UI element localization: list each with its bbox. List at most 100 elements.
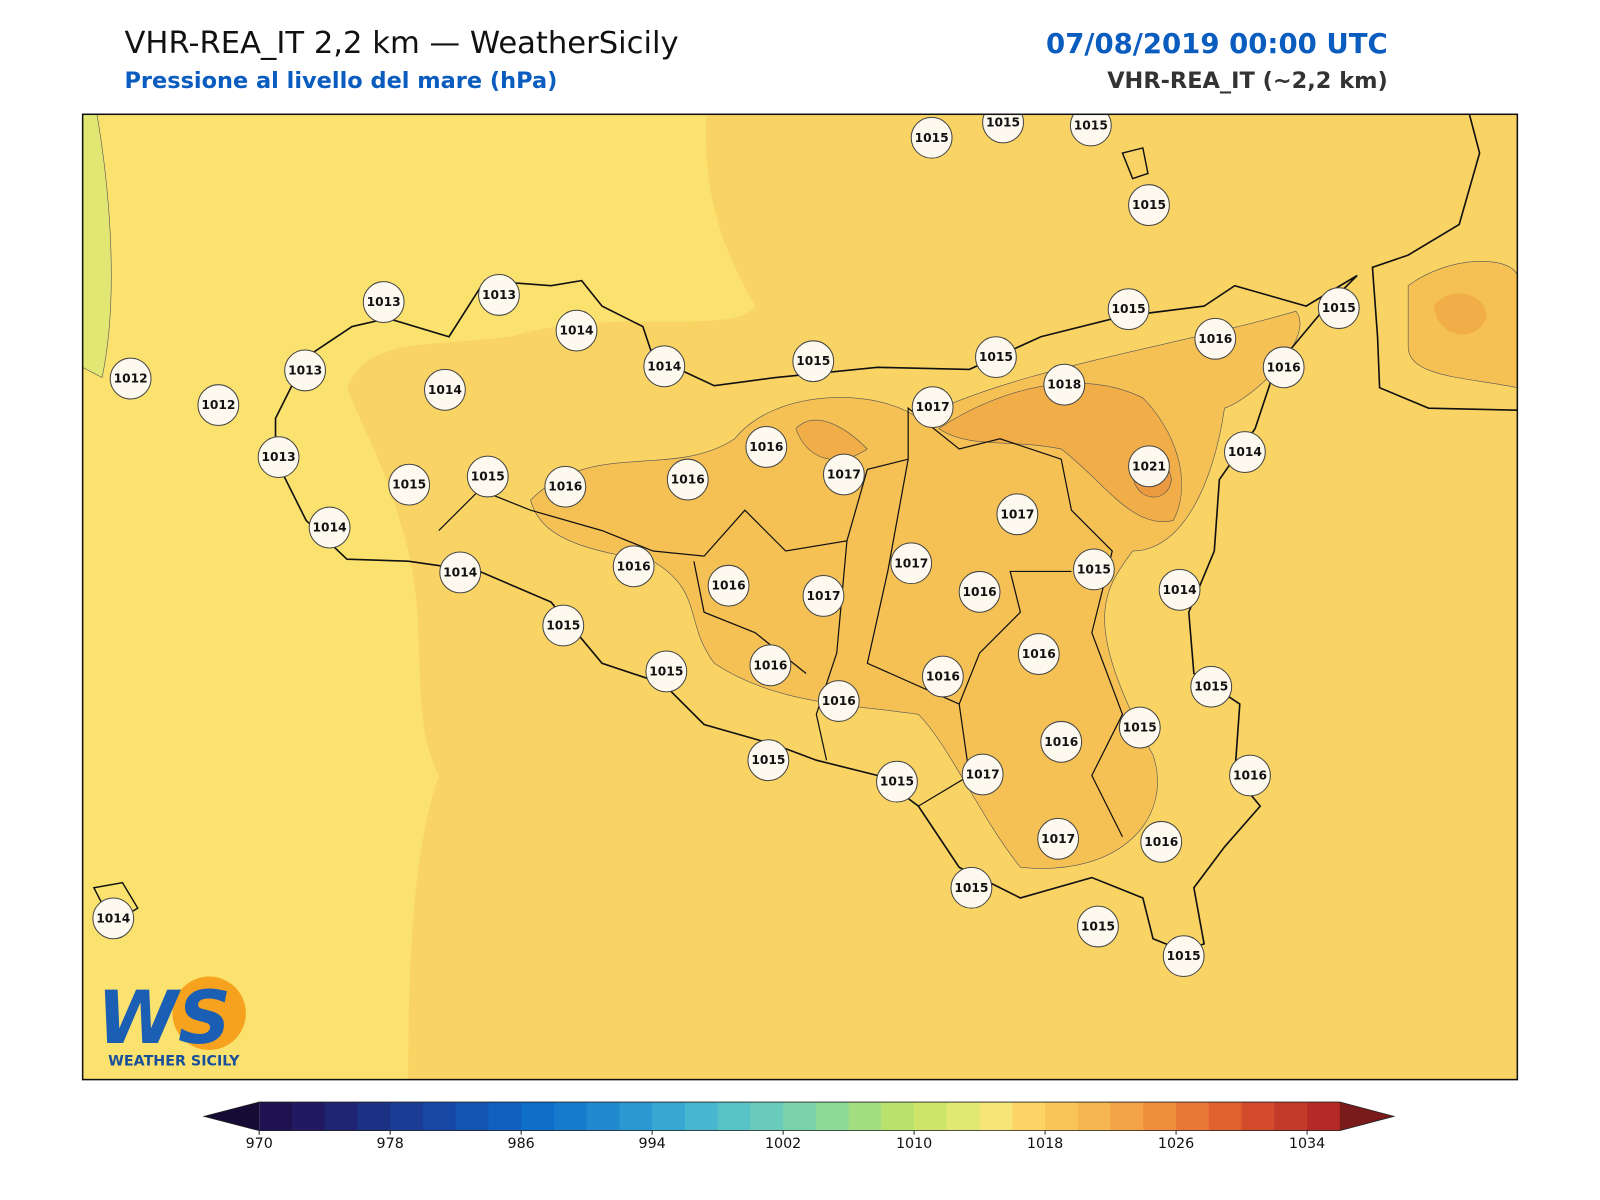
station-label: 1015: [915, 131, 949, 145]
colorbar-box: [717, 1102, 751, 1131]
station-marker: [1317, 287, 1360, 330]
colorbar-box: [848, 1102, 882, 1131]
station-marker: [1128, 184, 1170, 227]
station: 1014: [439, 551, 482, 594]
station-label: 1015: [954, 881, 988, 895]
station: 1015: [388, 463, 431, 506]
station-marker: [542, 604, 585, 647]
colorbar-box: [390, 1102, 424, 1131]
title: VHR-REA_IT 2,2 km — WeatherSicily: [124, 26, 678, 61]
station: 1013: [478, 273, 520, 316]
station-marker: [1223, 431, 1266, 473]
colorbar-tick-label: 1034: [1289, 1136, 1325, 1152]
station-marker: [388, 463, 431, 506]
station: 1016: [666, 458, 709, 501]
station: 1016: [1262, 346, 1305, 389]
station-marker: [284, 349, 327, 392]
station: 1015: [1317, 287, 1360, 330]
station-label: 1015: [1112, 302, 1146, 316]
station-marker: [1037, 817, 1080, 860]
logo: WS WEATHER SICILY: [97, 976, 246, 1069]
station: 1014: [1223, 431, 1266, 473]
station: 1014: [555, 309, 598, 352]
station-label: 1015: [1322, 301, 1356, 315]
colorbar-over: [1339, 1102, 1394, 1131]
station-marker: [1040, 720, 1083, 763]
station-label: 1016: [926, 670, 960, 684]
colorbar-tick-label: 1002: [765, 1136, 801, 1152]
station: 1021: [1128, 445, 1170, 488]
colorbar-box: [1012, 1102, 1046, 1131]
station-marker: [707, 564, 750, 607]
station: 1014: [92, 897, 135, 940]
station-marker: [544, 465, 587, 508]
station-label: 1012: [114, 372, 148, 386]
station: 1016: [958, 570, 1001, 613]
station-label: 1016: [1022, 647, 1056, 661]
colorbar-box: [357, 1102, 391, 1131]
station: 1015: [982, 114, 1024, 144]
logo-text: WEATHER SICILY: [108, 1053, 240, 1069]
station-marker: [1118, 706, 1161, 749]
colorbar-box: [291, 1102, 326, 1131]
station: 1014: [308, 506, 351, 549]
station-marker: [1262, 346, 1305, 389]
colorbar-box: [1176, 1102, 1210, 1131]
station-marker: [257, 436, 300, 479]
sicily-coastline: [274, 274, 1358, 952]
station-label: 1021: [1132, 459, 1166, 473]
station-marker: [1128, 445, 1170, 488]
date: 07/08/2019 00:00 UTC: [1046, 28, 1388, 60]
station: 1015: [747, 739, 790, 782]
station: 1017: [961, 753, 1004, 796]
station-label: 1014: [559, 324, 593, 338]
colorbar-box: [1143, 1102, 1177, 1131]
station-marker: [996, 493, 1039, 536]
station-label: 1014: [1163, 583, 1197, 597]
station-marker: [910, 116, 953, 159]
contour-calabria-core: [1433, 293, 1487, 335]
colorbar-box: [455, 1102, 489, 1131]
station-marker: [817, 680, 860, 722]
station-marker: [197, 384, 240, 427]
colorbar-box: [783, 1102, 817, 1131]
colorbar-tick-label: 994: [639, 1136, 666, 1152]
station-label: 1016: [1144, 835, 1178, 849]
station-marker: [645, 650, 688, 693]
station: 1015: [1162, 935, 1205, 978]
station: 1016: [817, 680, 860, 722]
station: 1013: [257, 436, 300, 479]
station-marker: [1017, 633, 1060, 675]
station-marker: [745, 426, 788, 468]
station: 1016: [749, 644, 792, 687]
station-label: 1015: [1167, 949, 1201, 963]
station-label: 1014: [443, 565, 477, 579]
colorbar-box: [914, 1102, 948, 1131]
station-label: 1017: [1000, 507, 1034, 521]
colorbar-box: [324, 1102, 358, 1131]
station-label: 1016: [1267, 360, 1301, 374]
station-marker: [975, 336, 1017, 379]
colorbar-box: [1241, 1102, 1275, 1131]
station: 1015: [975, 336, 1017, 379]
station: 1015: [542, 604, 585, 647]
station: 1016: [612, 545, 655, 588]
station: 1014: [1158, 568, 1201, 611]
station: 1016: [921, 655, 964, 698]
colorbar-tick-label: 986: [508, 1136, 535, 1152]
station-marker: [958, 570, 1001, 613]
stations: 1015 1015 1015 1015 1013 1013 1014 1014 1015 1015…: [92, 114, 1360, 978]
logo-sun: [172, 976, 246, 1050]
station-marker: [876, 760, 918, 803]
station: 1016: [1194, 317, 1237, 360]
station: 1017: [890, 542, 933, 585]
station-label: 1014: [647, 359, 681, 373]
station-marker: [109, 357, 152, 400]
station-marker: [792, 340, 835, 383]
colorbar-box: [652, 1102, 686, 1131]
map-frame: [81, 113, 1519, 1081]
station-label: 1015: [471, 470, 505, 484]
colorbar-box: [750, 1102, 784, 1131]
station: 1016: [1017, 633, 1060, 675]
